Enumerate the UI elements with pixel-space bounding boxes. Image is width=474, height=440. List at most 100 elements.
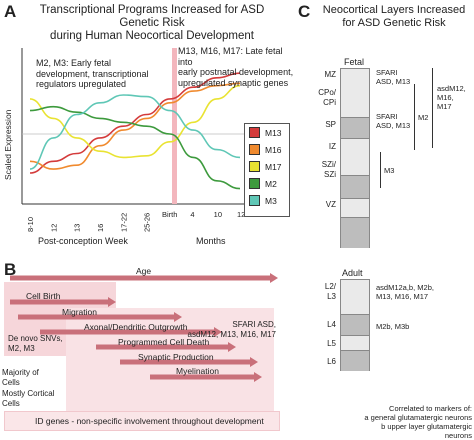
- fetal-label: Fetal: [344, 57, 365, 67]
- x-tick-label: 8-10: [26, 217, 35, 232]
- fetal-right-line2: M16,: [437, 93, 454, 102]
- legend-swatch: [249, 195, 260, 206]
- timeline-arrow-3: [40, 327, 222, 337]
- panel-c-letter: C: [298, 2, 311, 21]
- timeline-arrow-4: [96, 342, 236, 352]
- timeline-arrow-0: [10, 273, 278, 283]
- fetal-layer-cp: CPo/ CPi: [318, 88, 336, 107]
- series-line-m3: [29, 94, 241, 170]
- fetal-layer-vz: VZ: [325, 200, 336, 209]
- legend-label: M3: [265, 195, 277, 206]
- adult-annot-top-line2: M13, M16, M17: [376, 292, 429, 301]
- note-late-line3: upregulated synaptic genes: [178, 77, 289, 88]
- majority-label: Majority of Cells: [2, 368, 39, 387]
- legend-swatch: [249, 161, 260, 172]
- x-tick-label: Birth: [162, 210, 177, 219]
- x-tick-label: 4: [190, 210, 194, 219]
- bracket-m3-label: M3: [384, 166, 395, 175]
- legend-swatch: [249, 127, 260, 138]
- bar-label-cell-birth: Cell Birth: [26, 291, 61, 301]
- adult-label: Adult: [342, 268, 363, 278]
- legend-item-m17: M17: [245, 158, 289, 175]
- fetal-layer-sp: SP: [325, 120, 336, 129]
- y-axis-label: Scaled Expression: [3, 109, 13, 180]
- x-tick-label: 12: [237, 210, 245, 219]
- bar-label-migration: Migration: [62, 307, 97, 317]
- note-early-line3: regulators upregulated: [36, 79, 127, 89]
- x-tick-label: 12: [49, 224, 58, 232]
- note-early: M2, M3: Early fetal development, transcr…: [36, 58, 154, 90]
- series-line-m2: [29, 105, 241, 190]
- fetal-layer-sz: SZi/ SZi: [321, 160, 336, 179]
- fetal-annot-top-line1: SFARI: [376, 68, 398, 77]
- fetal-right-line1: asdM12,: [437, 84, 466, 93]
- x-ticks: 8-10 12 13 16 17-22 25-26 Birth 4 10 12: [26, 210, 245, 232]
- fetal-layer-iz: IZ: [328, 142, 336, 151]
- fetal-annot-mid-line1: SFARI: [376, 112, 398, 121]
- timeline-arrows: [10, 273, 278, 382]
- panel-c-title-line1: Neocortical Layers Increased: [322, 4, 466, 16]
- adult-layer-l6: L6: [327, 357, 336, 366]
- adult-layer-l23: L2/ L3: [324, 282, 336, 301]
- note-late-line1: M13, M16, M17: Late fetal into: [178, 46, 283, 67]
- note-early-line1: M2, M3: Early fetal: [36, 58, 112, 68]
- fetal-annot-top-line2: ASD, M13: [376, 77, 411, 86]
- panel-a-chart: 8-10 12 13 16 17-22 25-26 Birth 4 10 12: [21, 48, 248, 232]
- fetal-annot-mid: SFARI ASD, M13: [376, 112, 410, 130]
- box-early-line2: M2, M3: [8, 343, 35, 353]
- legend-swatch: [249, 178, 260, 189]
- legend-label: M2: [265, 178, 277, 189]
- cortical-label: Mostly Cortical Cells: [2, 389, 54, 408]
- cortical-line2: Cells: [2, 398, 20, 408]
- panel-a-title: Transcriptional Programs Increased for A…: [28, 4, 276, 43]
- birth-band: [172, 48, 177, 204]
- note-late-line2: early postnatal development,: [178, 67, 294, 77]
- x-tick-label: 16: [96, 224, 105, 232]
- footnote-line1: Correlated to markers of:: [389, 404, 472, 413]
- box-early-line1: De novo SNVs,: [8, 334, 63, 343]
- box-late-label: SFARI ASD, asdM12, M13, M16, M17: [188, 320, 276, 339]
- legend-item-m13: M13: [245, 124, 289, 141]
- legend-label: M17: [265, 161, 282, 172]
- box-early-label: De novo SNVs, M2, M3: [8, 334, 63, 353]
- id-genes-box: ID genes - non-specific involvement thro…: [4, 411, 280, 431]
- fetal-right-annot: asdM12, M16, M17: [437, 84, 466, 111]
- fetal-right-line3: M17: [437, 102, 452, 111]
- series-lines: [29, 72, 241, 190]
- fetal-layer-vz-fill: [341, 217, 369, 248]
- x-tick-label: 17-22: [119, 213, 128, 232]
- x-tick-label: 10: [214, 210, 222, 219]
- footnote-line3: b upper layer glutamatergic neurons: [381, 422, 472, 440]
- note-early-line2: development, transcriptional: [36, 68, 149, 79]
- id-genes-label: ID genes - non-specific involvement thro…: [35, 416, 264, 426]
- fetal-layer-mz: MZ: [324, 70, 336, 79]
- legend-item-m2: M2: [245, 175, 289, 192]
- fetal-layer-sp-fill: [341, 117, 369, 139]
- panel-b-timeline: [10, 273, 278, 382]
- x-axis-label-months: Months: [196, 236, 226, 246]
- panel-a-letter: A: [4, 2, 17, 21]
- series-line-m13: [29, 72, 241, 174]
- panel-c-title-line2: for ASD Genetic Risk: [342, 17, 446, 29]
- legend-swatch: [249, 144, 260, 155]
- box-late-line1: SFARI ASD,: [232, 320, 276, 329]
- adult-layer-l4-fill: [341, 314, 369, 336]
- bar-label-age: Age: [136, 266, 152, 276]
- legend-label: M16: [265, 144, 282, 155]
- timeline-arrow-1: [10, 297, 116, 307]
- timeline-arrow-5: [120, 357, 258, 367]
- adult-column: [340, 279, 370, 371]
- x-tick-label: 13: [73, 224, 82, 232]
- adult-layer-l6-fill: [341, 350, 369, 371]
- bar-label-synaptic: Synaptic Production: [138, 352, 214, 362]
- footnote-line2: a general glutamatergic neurons: [364, 413, 472, 422]
- bar-label-outgrowth: Axonal/Dendritic Outgrowth: [84, 322, 188, 332]
- panel-a-title-line2: during Human Neocortical Development: [50, 30, 254, 42]
- legend-item-m3: M3: [245, 192, 289, 209]
- majority-line1: Majority of: [2, 368, 39, 377]
- adult-layer-l4: L4: [327, 320, 336, 329]
- bar-label-myelination: Myelination: [176, 366, 219, 376]
- cortical-line1: Mostly Cortical: [2, 389, 55, 398]
- chart-legend: M13 M16 M17 M2 M3: [244, 123, 290, 217]
- fetal-annot-top: SFARI ASD, M13: [376, 68, 410, 86]
